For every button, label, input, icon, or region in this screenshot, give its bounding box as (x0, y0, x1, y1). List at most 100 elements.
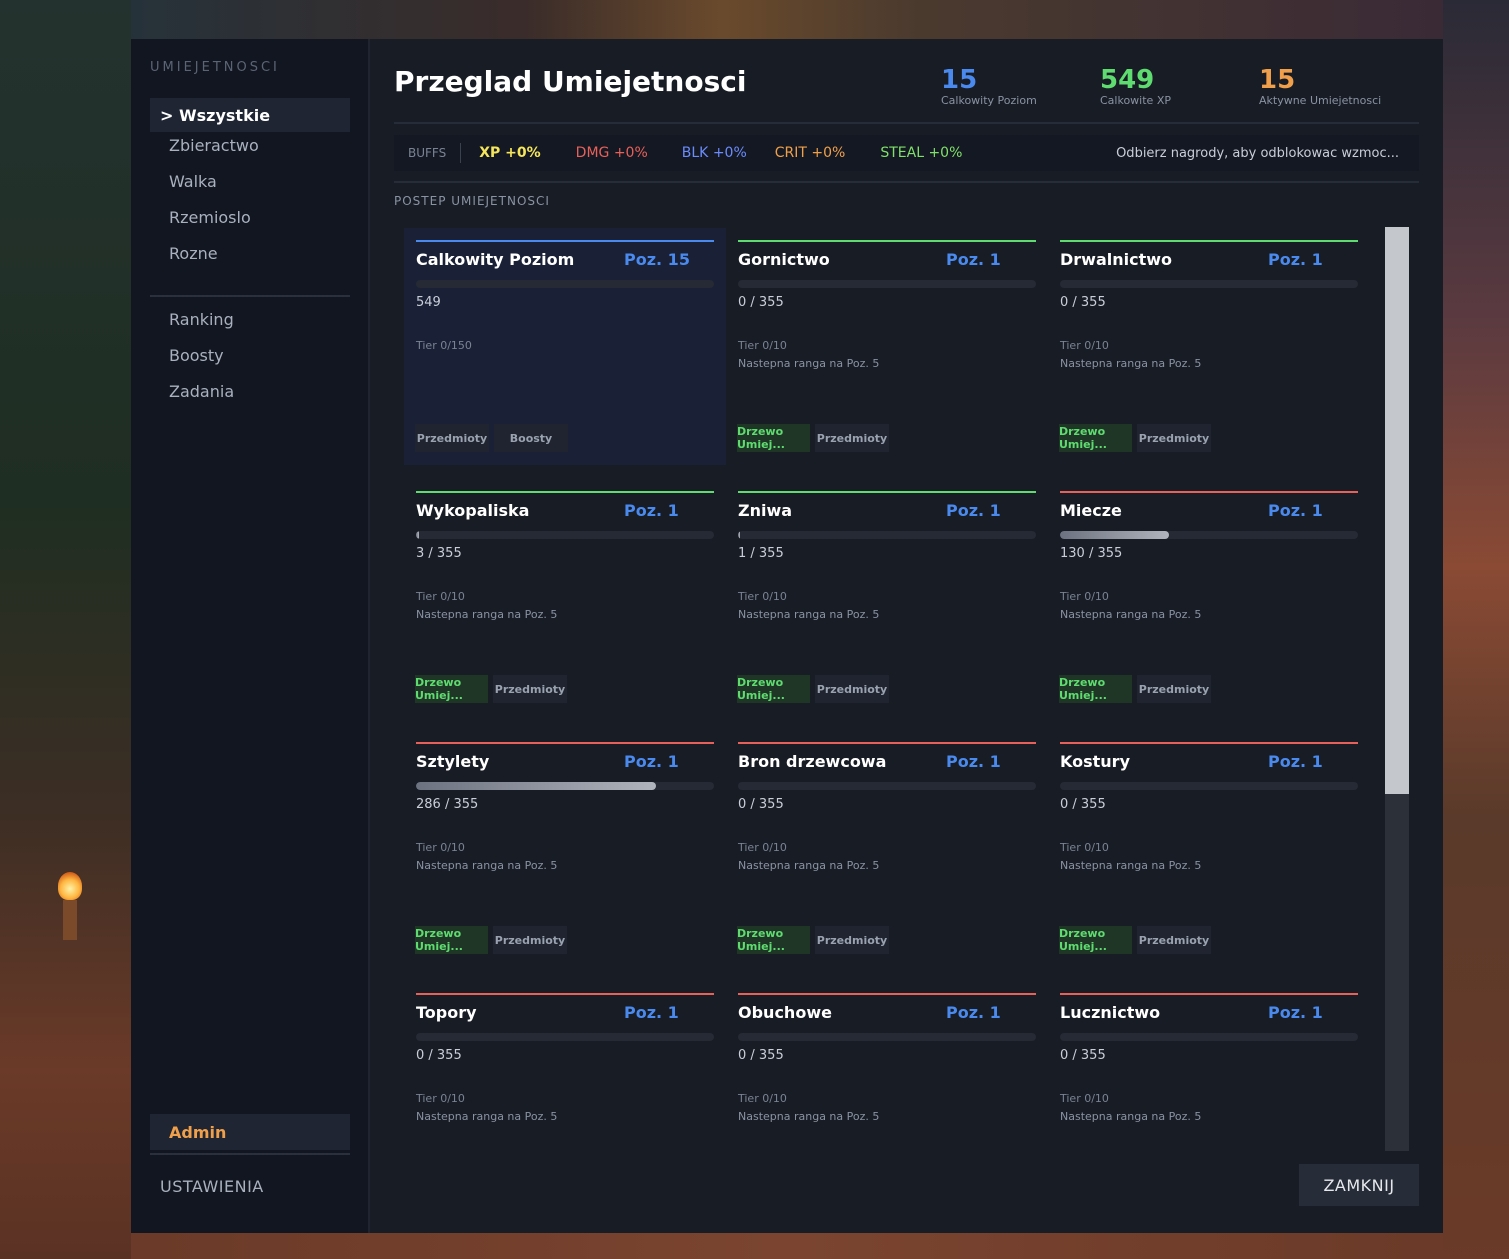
skill-card[interactable]: Kostury Poz. 1 0 / 355 Tier 0/10 Nastepna ra… (1048, 730, 1370, 967)
items-button[interactable]: Przedmioty (415, 424, 489, 452)
skill-next-rank: Nastepna ranga na Poz. 5 (738, 357, 880, 370)
skill-name: Sztylety (416, 752, 490, 771)
items-button[interactable]: Przedmioty (493, 926, 567, 954)
sidebar: UMIEJETNOSCI > Wszystkie Zbieractwo Walk… (131, 39, 369, 1233)
sidebar-item-crafting[interactable]: Rzemioslo (169, 207, 251, 227)
skill-tree-button[interactable]: Drzewo Umiej... (737, 926, 810, 954)
items-button[interactable]: Przedmioty (815, 424, 889, 452)
sidebar-item-all[interactable]: > Wszystkie (150, 98, 350, 132)
sidebar-divider (150, 295, 350, 297)
skill-tier: Tier 0/10 (1060, 841, 1109, 854)
stat-active-skills: 15 Aktywne Umiejetnosci (1259, 65, 1381, 107)
items-button[interactable]: Przedmioty (493, 675, 567, 703)
skill-card[interactable]: Sztylety Poz. 1 286 / 355 Tier 0/10 Nastepna… (404, 730, 726, 967)
skill-name: Miecze (1060, 501, 1122, 520)
skill-tier: Tier 0/10 (1060, 339, 1109, 352)
skill-tier: Tier 0/10 (1060, 590, 1109, 603)
sidebar-item-gathering[interactable]: Zbieractwo (169, 135, 259, 155)
sidebar-item-misc[interactable]: Rozne (169, 243, 218, 263)
skill-progress-bar (738, 280, 1036, 288)
skill-tree-button[interactable]: Drzewo Umiej... (737, 424, 810, 452)
skill-card[interactable]: Drwalnictwo Poz. 1 0 / 355 Tier 0/10 Nastepn… (1048, 228, 1370, 465)
skill-tier: Tier 0/10 (738, 841, 787, 854)
skill-card[interactable]: Gornictwo Poz. 1 0 / 355 Tier 0/10 Nastepna … (726, 228, 1048, 465)
skill-accent-line (416, 742, 714, 744)
skill-level: Poz. 1 (946, 501, 1001, 520)
admin-button[interactable]: Admin (150, 1114, 350, 1150)
skill-card[interactable]: Lucznictwo Poz. 1 0 / 355 Tier 0/10 Nastepna… (1048, 981, 1370, 1218)
buff-steal: STEAL +0% (880, 145, 963, 161)
sidebar-item-boosts[interactable]: Boosty (169, 345, 224, 365)
sidebar-title: UMIEJETNOSCI (150, 60, 280, 75)
skill-xp: 0 / 355 (416, 1048, 462, 1063)
items-button[interactable]: Przedmioty (1137, 926, 1211, 954)
skill-tree-button[interactable]: Drzewo Umiej... (415, 926, 488, 954)
skill-xp: 3 / 355 (416, 546, 462, 561)
skill-progress-bar (416, 1033, 714, 1041)
skill-tree-button[interactable]: Drzewo Umiej... (415, 675, 488, 703)
skill-progress-fill (416, 531, 419, 539)
skill-name: Lucznictwo (1060, 1003, 1161, 1022)
sidebar-item-ranking[interactable]: Ranking (169, 309, 234, 329)
skill-level: Poz. 1 (1268, 501, 1323, 520)
skill-xp: 1 / 355 (738, 546, 784, 561)
skill-progress-fill (416, 782, 657, 790)
skill-name: Drwalnictwo (1060, 250, 1173, 269)
buffs-note: Odbierz nagrody, aby odblokowac wzmoc... (1116, 145, 1399, 161)
skill-tree-button[interactable]: Drzewo Umiej... (1059, 926, 1132, 954)
skill-card[interactable]: Miecze Poz. 1 130 / 355 Tier 0/10 Nastepna r… (1048, 479, 1370, 716)
skill-buttons: Drzewo Umiej... Przedmioty (415, 675, 567, 703)
items-button[interactable]: Przedmioty (815, 926, 889, 954)
sidebar-item-quests[interactable]: Zadania (169, 381, 235, 401)
skill-tier: Tier 0/10 (738, 339, 787, 352)
stat-label: Aktywne Umiejetnosci (1259, 94, 1382, 107)
skill-card[interactable]: Obuchowe Poz. 1 0 / 355 Tier 0/10 Nastepna r… (726, 981, 1048, 1218)
background-top (131, 0, 1443, 39)
skill-buttons: Drzewo Umiej... Przedmioty (1059, 675, 1211, 703)
skill-card[interactable]: Topory Poz. 1 0 / 355 Tier 0/10 Nastepna ran… (404, 981, 726, 1218)
skill-card[interactable]: Bron drzewcowa Poz. 1 0 / 355 Tier 0/10 Nast… (726, 730, 1048, 967)
torch-icon (55, 872, 85, 942)
skill-level: Poz. 1 (1268, 250, 1323, 269)
skill-card[interactable]: Calkowity Poziom Poz. 15 549 Tier 0/150 Prze… (404, 228, 726, 465)
section-label: POSTEP UMIEJETNOSCI (394, 194, 550, 208)
skill-tree-button[interactable]: Drzewo Umiej... (1059, 424, 1132, 452)
boosts-button[interactable]: Boosty (494, 424, 568, 452)
skill-next-rank: Nastepna ranga na Poz. 5 (738, 1110, 880, 1123)
items-button[interactable]: Przedmioty (1137, 424, 1211, 452)
skill-progress-bar (1060, 531, 1358, 539)
skill-tier: Tier 0/10 (416, 590, 465, 603)
skill-accent-line (416, 240, 714, 242)
buffs-divider (394, 181, 1419, 183)
skill-xp: 0 / 355 (738, 797, 784, 812)
skill-xp: 286 / 355 (416, 797, 479, 812)
skill-buttons: Drzewo Umiej... Przedmioty (1059, 926, 1211, 954)
background-right (1443, 0, 1509, 1259)
skill-accent-line (1060, 993, 1358, 995)
skill-tree-button[interactable]: Drzewo Umiej... (1059, 675, 1132, 703)
skill-card[interactable]: Zniwa Poz. 1 1 / 355 Tier 0/10 Nastepna rang… (726, 479, 1048, 716)
close-button[interactable]: ZAMKNIJ (1299, 1164, 1419, 1206)
skill-tier: Tier 0/10 (416, 1092, 465, 1105)
skill-progress-bar (416, 280, 714, 288)
scrollbar-thumb[interactable] (1385, 227, 1409, 794)
skill-card[interactable]: Wykopaliska Poz. 1 3 / 355 Tier 0/10 Nastepn… (404, 479, 726, 716)
skill-name: Kostury (1060, 752, 1130, 771)
items-button[interactable]: Przedmioty (1137, 675, 1211, 703)
items-button[interactable]: Przedmioty (815, 675, 889, 703)
skill-level: Poz. 1 (624, 1003, 679, 1022)
skill-progress-bar (1060, 280, 1358, 288)
skill-name: Wykopaliska (416, 501, 530, 520)
skill-level: Poz. 1 (946, 1003, 1001, 1022)
skill-name: Obuchowe (738, 1003, 832, 1022)
skill-xp: 0 / 355 (738, 1048, 784, 1063)
stat-label: Calkowite XP (1100, 94, 1171, 107)
skill-level: Poz. 15 (624, 250, 690, 269)
settings-button[interactable]: USTAWIENIA (160, 1177, 264, 1196)
skill-next-rank: Nastepna ranga na Poz. 5 (738, 608, 880, 621)
sidebar-item-combat[interactable]: Walka (169, 171, 217, 191)
skill-progress-bar (738, 1033, 1036, 1041)
page-title: Przeglad Umiejetnosci (394, 65, 747, 98)
skill-tree-button[interactable]: Drzewo Umiej... (737, 675, 810, 703)
buffs-bar: BUFFS XP +0% DMG +0% BLK +0% CRIT +0% ST… (394, 135, 1419, 171)
